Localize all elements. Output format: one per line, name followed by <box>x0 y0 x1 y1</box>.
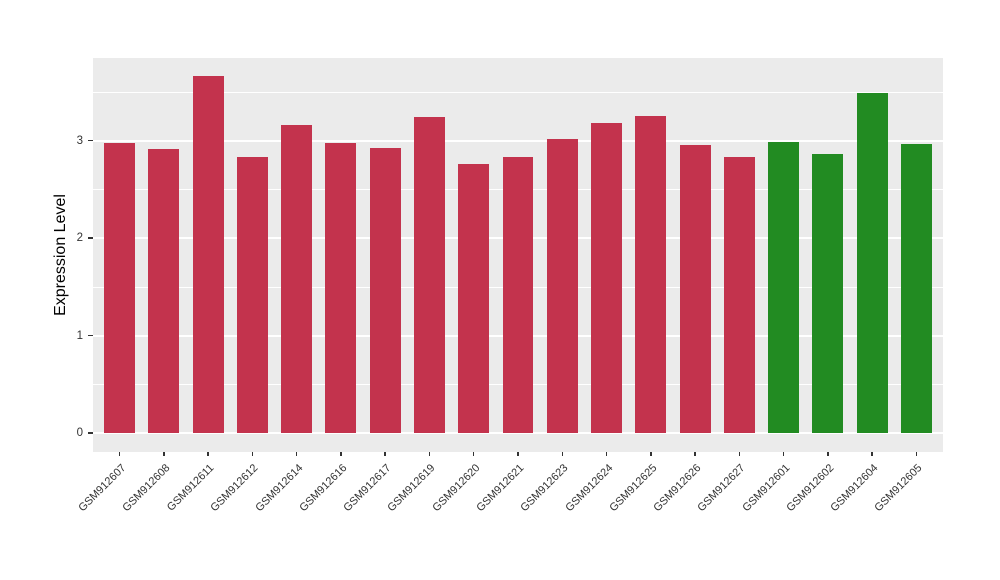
bar <box>591 123 623 434</box>
bar <box>104 142 136 434</box>
bar <box>413 117 445 434</box>
bar <box>369 147 401 434</box>
bar <box>723 156 755 434</box>
bar <box>812 153 844 434</box>
bar <box>679 144 711 434</box>
y-tick-label: 1 <box>76 329 83 342</box>
y-tick-mark <box>88 139 93 142</box>
x-tick-mark <box>340 452 342 456</box>
x-tick-mark <box>561 452 564 456</box>
x-tick-mark <box>517 452 519 456</box>
bar <box>192 75 224 434</box>
x-tick-mark <box>605 452 608 456</box>
bar <box>900 143 932 434</box>
bar <box>236 157 268 434</box>
bar <box>458 164 490 434</box>
gridline-major <box>93 139 943 142</box>
x-tick-mark <box>915 452 918 456</box>
gridline-major <box>93 432 943 435</box>
x-tick-mark <box>163 452 165 456</box>
x-tick-mark <box>118 452 121 456</box>
x-tick-mark <box>251 452 254 456</box>
bar <box>502 157 534 434</box>
bar <box>281 125 313 434</box>
x-tick-mark <box>694 452 696 456</box>
y-tick-mark <box>88 334 93 337</box>
x-tick-mark <box>384 452 386 456</box>
y-tick-label: 0 <box>76 427 83 440</box>
x-tick-mark <box>428 452 431 456</box>
x-tick-mark <box>207 452 209 456</box>
x-tick-mark <box>871 452 873 456</box>
y-tick-label: 3 <box>76 134 83 147</box>
bar <box>635 115 667 434</box>
x-tick-mark <box>295 452 298 456</box>
bar <box>148 148 180 434</box>
y-axis-title: Expression Level <box>50 58 72 452</box>
x-tick-mark <box>738 452 741 456</box>
bar <box>856 93 888 434</box>
bar <box>325 142 357 434</box>
x-tick-mark <box>782 452 785 456</box>
y-tick-mark <box>88 432 93 434</box>
x-tick-mark <box>650 452 652 456</box>
y-tick-mark <box>88 237 93 239</box>
y-axis-title-text: Expression Level <box>52 194 69 316</box>
x-tick-mark <box>472 452 475 456</box>
plot-panel <box>93 58 943 452</box>
bar <box>546 138 578 434</box>
y-tick-label: 2 <box>76 232 83 245</box>
bar <box>768 141 800 434</box>
gridline-minor <box>93 91 943 93</box>
x-tick-mark <box>827 452 829 456</box>
